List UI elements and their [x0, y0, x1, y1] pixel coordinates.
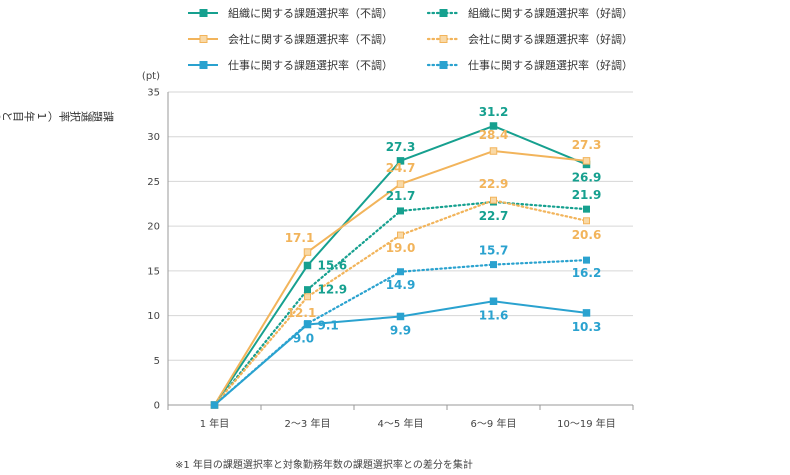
series-4 — [211, 198, 590, 409]
data-point — [583, 256, 590, 264]
data-label: 11.6 — [479, 308, 509, 322]
legend-label: 組織に関する課題選択率（好調） — [468, 6, 633, 20]
footnote: ※1 年目の課題選択率と対象勤務年数の課題選択率との差分を集計 — [175, 458, 473, 471]
data-point — [303, 248, 312, 256]
data-label: 15.6 — [318, 258, 348, 272]
y-tick-label: 10 — [147, 311, 160, 322]
data-label: 28.4 — [479, 128, 509, 142]
legend-item: 仕事に関する課題選択率（好調） — [426, 58, 633, 72]
y-tick-label: 30 — [147, 132, 160, 143]
data-label: 27.3 — [572, 138, 602, 152]
series-line — [213, 199, 588, 407]
data-point — [489, 122, 498, 130]
data-point — [397, 268, 404, 276]
data-label: 12.9 — [318, 283, 348, 297]
x-tick-label: 4〜5 年目 — [378, 417, 424, 430]
y-tick-label: 35 — [147, 88, 160, 99]
legend-item: 組織に関する課題選択率（不調） — [188, 6, 393, 20]
legend-label: 仕事に関する課題選択率（好調） — [468, 58, 633, 72]
x-tick-label: 2〜3 年目 — [285, 417, 331, 430]
series-3 — [210, 297, 591, 409]
legend-label: 仕事に関する課題選択率（不調） — [228, 58, 393, 72]
data-point — [396, 180, 405, 188]
legend-label: 会社に関する課題選択率（不調） — [228, 32, 393, 46]
data-label: 21.9 — [572, 188, 602, 202]
x-tick-label: 6〜9 年目 — [471, 417, 517, 430]
data-label: 12.1 — [287, 306, 317, 320]
data-label: 10.3 — [572, 320, 602, 334]
data-label: 17.1 — [285, 231, 315, 245]
legend-swatch-marker — [199, 35, 208, 43]
data-point — [582, 157, 591, 165]
y-tick-label: 5 — [154, 356, 160, 367]
legend-swatch-marker — [199, 61, 208, 69]
data-label: 14.9 — [386, 278, 416, 292]
legend-item: 会社に関する課題選択率（好調） — [426, 32, 633, 46]
data-label: 19.0 — [386, 241, 416, 255]
data-point — [304, 293, 311, 301]
data-label: 9.1 — [318, 319, 339, 333]
data-label: 31.2 — [479, 105, 509, 119]
legend-swatch-marker — [439, 61, 448, 69]
data-point — [396, 157, 405, 165]
y-tick-label: 25 — [147, 177, 160, 188]
y-unit-label: (pt) — [142, 71, 160, 82]
data-label: 9.0 — [293, 332, 314, 346]
data-point — [397, 231, 404, 239]
data-point — [489, 147, 498, 155]
data-label: 27.3 — [386, 140, 416, 154]
y-tick-label: 15 — [147, 266, 160, 277]
data-label: 20.6 — [572, 228, 602, 242]
legend-swatch-marker — [439, 35, 448, 43]
data-point — [304, 320, 311, 328]
series-5 — [211, 196, 590, 409]
series-6 — [211, 256, 590, 409]
data-point — [490, 196, 497, 204]
data-point — [396, 312, 405, 321]
data-point — [583, 205, 590, 213]
y-tick-label: 0 — [154, 401, 160, 412]
data-label: 15.7 — [479, 244, 509, 258]
data-point — [490, 261, 497, 269]
x-tick-label: 10〜19 年目 — [557, 417, 616, 430]
data-label: 16.2 — [572, 266, 602, 280]
data-label: 9.9 — [390, 323, 411, 337]
legend-item: 仕事に関する課題選択率（不調） — [188, 58, 393, 72]
legend-item: 会社に関する課題選択率（不調） — [188, 32, 393, 46]
data-point — [304, 286, 311, 294]
data-label: 22.9 — [479, 177, 509, 191]
data-point — [303, 261, 312, 270]
legend-label: 会社に関する課題選択率（好調） — [468, 32, 633, 46]
legend-swatch-marker — [439, 9, 448, 17]
data-label: 26.9 — [572, 170, 602, 184]
legend: 組織に関する課題選択率（不調） 組織に関する課題選択率（好調） 会社に関する課題選択… — [188, 6, 633, 72]
data-point — [211, 401, 218, 409]
legend-swatch-marker — [199, 9, 208, 17]
legend-item: 組織に関する課題選択率（好調） — [426, 6, 633, 20]
y-tick-label: 20 — [147, 222, 160, 233]
data-point — [583, 217, 590, 225]
legend-label: 組織に関する課題選択率（不調） — [228, 6, 393, 20]
y-axis-title: 課題選択率（1年目との差分）［ポイント］ — [0, 110, 115, 123]
x-tick-label: 1 年目 — [200, 417, 230, 430]
data-label: 21.7 — [386, 189, 416, 203]
data-point — [582, 309, 591, 317]
data-point — [489, 297, 498, 306]
data-label: 22.7 — [479, 209, 509, 223]
data-point — [397, 207, 404, 215]
data-label: 24.7 — [386, 161, 416, 175]
